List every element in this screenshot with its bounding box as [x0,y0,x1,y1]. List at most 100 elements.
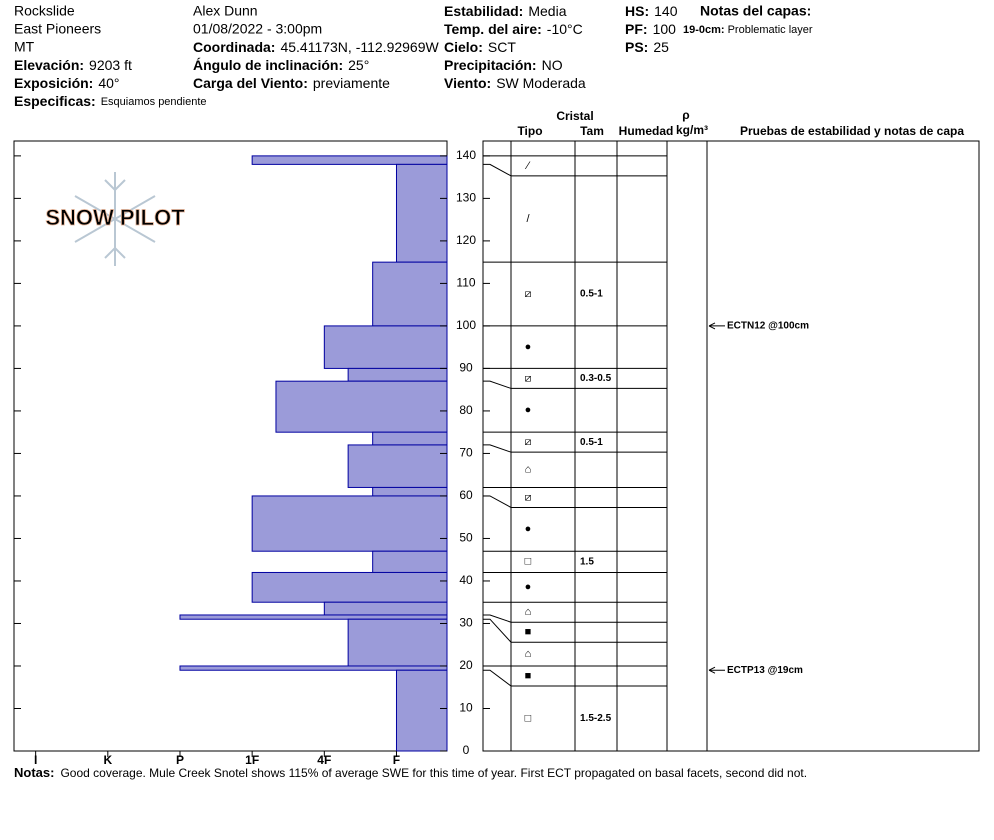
header-field: Cielo: SCT [444,39,516,55]
grain-type: □ [525,556,532,568]
header-field-value: 45.41173N, -112.92969W [280,39,439,55]
header-field-label: Especificas: [14,93,96,109]
header-field-label: PS: [625,39,648,55]
grain-type: / [526,213,530,225]
header-line: Alex Dunn [193,3,258,19]
test-label: ECTN12 @100cm [727,321,809,332]
header-field-value: -10°C [547,21,583,37]
header-field: PS: 25 [625,39,669,55]
hardness-bar [347,444,448,488]
test-arrow [708,322,725,330]
grain-size: 1.5-2.5 [580,713,612,724]
header-field: Ángulo de inclinación: 25° [193,57,369,73]
layer-connector [483,163,667,177]
layer-notes-title: Notas del capas: [700,3,811,19]
header-field-value: 25° [348,57,369,73]
test-label: ECTP13 @19cm [727,665,803,676]
header-field: Especificas: Esquiamos pendiente [14,93,207,109]
header-field-value: 140 [654,3,678,19]
header-field-value: 40° [98,75,119,91]
x-tick-label: I [34,753,37,767]
header-field: Exposición: 40° [14,75,120,91]
header-field-label: Estabilidad: [444,3,523,19]
col-header: Pruebas de estabilidad y notas de capa [740,124,964,138]
col-header: Tipo [517,124,542,138]
notes-value: Good coverage. Mule Creek Snotel shows 1… [60,766,807,780]
header-field: Coordinada: 45.41173N, -112.92969W [193,39,439,55]
header-line: East Pioneers [14,21,101,37]
grain-type: ⧄ [525,436,532,448]
header-field-value: SW Moderada [496,75,586,91]
header-field-label: Precipitación: [444,57,537,73]
header-line: MT [14,39,35,55]
header-field: Carga del Viento: previamente [193,75,390,91]
header-field-label: Viento: [444,75,491,91]
layer-connector [483,614,667,623]
grain-type: ⧄ [525,288,532,300]
layer-connector [483,618,667,643]
col-header: Humedad [619,124,674,138]
hardness-bar [275,380,448,433]
grain-type: ● [525,581,532,593]
col-header: ρ [682,108,689,122]
grain-type: ⌂ [525,606,532,618]
grain-type: ⧄ [525,372,532,384]
header-line: Rockslide [14,3,75,19]
y-tick-label: 20 [459,658,473,672]
header-field: Temp. del aire: -10°C [444,21,583,37]
y-tick-label: 50 [459,531,473,545]
header-field-value: 100 [653,21,677,37]
header-field: Estabilidad: Media [444,3,567,19]
y-tick-label: 60 [459,488,473,502]
y-tick-label: 0 [463,743,470,757]
hardness-bar [395,669,448,752]
layer-note: 19-0cm: Problematic layer [683,24,813,36]
hardness-bar [395,163,448,263]
layer-connector [483,380,667,389]
x-tick-label: F [393,753,400,767]
y-tick-label: 110 [456,276,475,290]
header-field-label: Carga del Viento: [193,75,308,91]
grain-type: ⧄ [525,491,532,503]
y-tick-label: 40 [459,573,473,587]
hardness-bar [323,601,448,616]
notes: Notas: Good coverage. Mule Creek Snotel s… [14,765,807,780]
col-header: Cristal [556,109,593,123]
header-field-value: Media [528,3,566,19]
header-field-value: SCT [488,39,516,55]
hardness-bar [251,155,448,165]
hardness-bar [372,550,448,573]
header-field-label: Elevación: [14,57,84,73]
header-field-value: Esquiamos pendiente [101,96,207,108]
grain-type: ⌂ [525,648,532,660]
hardness-bar [323,325,448,369]
header-field-label: PF: [625,21,648,37]
logo [74,172,156,266]
header-field: HS: 140 [625,3,678,19]
x-tick-label: 1F [245,753,259,767]
hardness-bar [372,486,448,497]
header-field-value: 9203 ft [89,57,132,73]
grain-type: ● [525,523,532,535]
y-tick-label: 130 [456,191,476,205]
grain-size: 0.5-1 [580,437,603,448]
layer-connector [483,495,667,508]
hardness-bar [251,571,448,603]
grain-type: ⌂ [525,464,532,476]
hardness-bar [179,665,448,671]
hardness-bar [347,618,448,667]
grain-type: ■ [525,626,532,638]
header-field: Precipitación: NO [444,57,563,73]
y-tick-label: 70 [459,446,473,460]
header-field-label: Cielo: [444,39,483,55]
y-tick-label: 90 [459,361,473,375]
notes-label: Notas: [14,765,54,780]
grain-type: ● [525,404,532,416]
x-tick-label: 4F [317,753,331,767]
y-tick-label: 80 [459,403,473,417]
hardness-bar [251,495,448,552]
header-field-label: Coordinada: [193,39,275,55]
grain-size: 1.5 [580,556,594,567]
